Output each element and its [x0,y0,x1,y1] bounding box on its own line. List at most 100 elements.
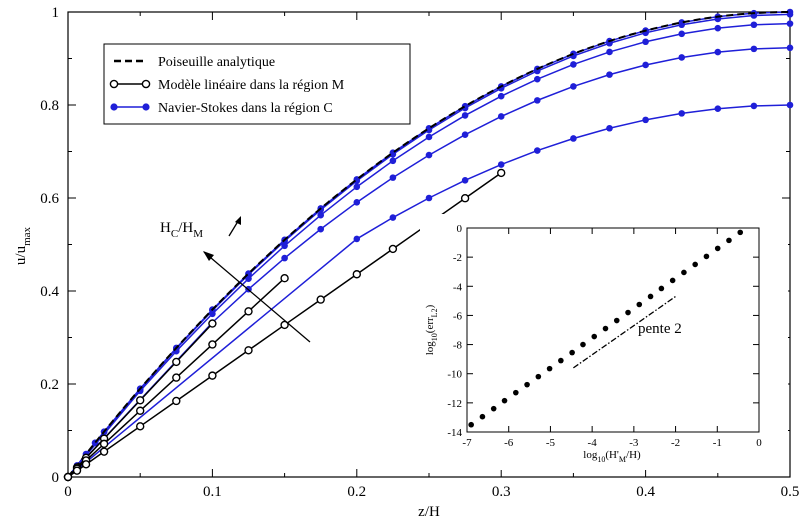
ns-series-point [642,61,649,69]
inset-chart: -7 -6 -5 -4 -3 -2 -1 00-2-4-6-8-10-12-14 log10(… [420,214,788,470]
ns-series-point [606,39,613,47]
x-tick-label: 0.1 [203,484,222,500]
inset-data-point [479,413,486,420]
inset-data-point [703,253,710,260]
ns-series-point [281,254,288,262]
ns-series-point [461,177,469,184]
trend-annotation: HC/HM [160,216,311,343]
x-tick-label: 0.3 [492,484,511,500]
ns-series-point [606,48,613,56]
x-tick-label: 0.2 [347,484,366,500]
ns-series-point [425,151,433,159]
inset-data-point [636,301,643,308]
ns-series-point [245,275,252,282]
linear-series-point [99,447,109,456]
inset-data-point [501,397,508,404]
inset-x-tick-label: -3 [629,437,639,449]
ns-series-point [461,112,469,119]
inset-data-point [468,421,474,428]
legend-label-0: Poiseuille analytique [158,55,275,70]
ns-series-point [750,45,758,53]
linear-series-point [172,357,181,367]
ns-series-point [750,102,758,110]
inset-data-point [580,341,586,348]
ns-series-point [317,225,325,233]
ns-series-point [425,126,433,134]
inset-axis-ticks: -7 -6 -5 -4 -3 -2 -1 00-2-4-6-8-10-12-14 [447,223,762,449]
linear-series-point [497,168,506,178]
linear-series-point [280,320,289,330]
linear-series-point [460,194,470,203]
inset-y-tick-label: -12 [447,398,462,410]
ns-series-point [389,214,397,221]
inset-data-point [569,349,575,356]
y-tick-label: 1 [52,5,60,21]
legend-marker-open-a [109,79,119,89]
main-axis-ticks: 0 0.1 0.2 0.3 0.4 0.5 0 0.2 0.4 0.6 0.8 1 [40,5,799,500]
inset-data-point [681,269,687,276]
ns-series-point [209,310,216,318]
inset-background [420,214,788,470]
ns-series-point [714,24,722,32]
inset-data-point [647,293,654,300]
linear-series-point [244,346,253,355]
x-axis-label: z/H [418,504,440,520]
inset-data-point [490,405,497,412]
inset-data-point [726,237,732,244]
ns-series-point [570,61,577,68]
inset-data-point [602,325,609,332]
linear-series-point [280,274,289,283]
direction-arrow-head [235,216,241,225]
ns-series-point [353,199,361,206]
ns-series-point [786,11,794,18]
inset-data-point [591,333,598,340]
linear-series-point [99,439,109,449]
inset-y-tick-label: -2 [453,252,462,264]
main-series-layer [63,8,794,482]
inset-x-axis-label: log10(H'M/H) [583,449,641,464]
linear-series-point [63,472,73,482]
linear-series-point [135,422,145,431]
linear-series-point [316,295,325,304]
inset-plot-frame [466,227,760,433]
linear-series-point [388,244,398,254]
inset-data-point [658,285,665,292]
ns-series-point [534,147,541,154]
x-tick-label: 0.4 [636,484,655,500]
inset-y-tick-label: -6 [453,310,463,322]
ns-series-point [642,38,649,46]
y-axis-label-group: u/umax [13,226,33,265]
ns-series-point [353,183,361,191]
x-tick-label: 0 [64,484,72,500]
linear-series-point [172,373,181,382]
ns-series-point [353,235,361,243]
y-tick-label: 0.4 [40,284,59,300]
ns-series-point [750,21,758,29]
inset-x-tick-label: -6 [504,437,514,449]
inset-data-point [613,317,620,324]
inset-y-axis-label-group: log10(errL2) [424,304,439,355]
ns-series-point [678,54,685,61]
inset-x-tick-label: -5 [546,437,556,449]
ns-series-point [497,161,505,168]
ns-series-line-4 [67,104,791,478]
inset-x-tick-label: -4 [588,437,598,449]
ns-series-point [786,20,794,27]
inset-data-point [625,309,631,316]
trend-arrow [203,251,311,343]
inset-y-tick-label: 0 [457,223,463,235]
legend: Poiseuille analytique Modèle linéaire da… [103,43,411,125]
ns-series-point [714,105,722,113]
inset-y-tick-label: -14 [447,427,462,439]
ns-series-point [389,157,397,165]
inset-data-point [558,357,564,364]
linear-series-point [244,307,253,316]
linear-series-point [208,319,217,328]
y-tick-label: 0 [52,470,60,486]
ns-series-point [425,194,433,202]
ns-series-point [786,101,794,109]
annotation-label: HC/HM [160,220,203,240]
inset-data-point [669,277,676,284]
inset-x-tick-label: 0 [756,437,762,449]
